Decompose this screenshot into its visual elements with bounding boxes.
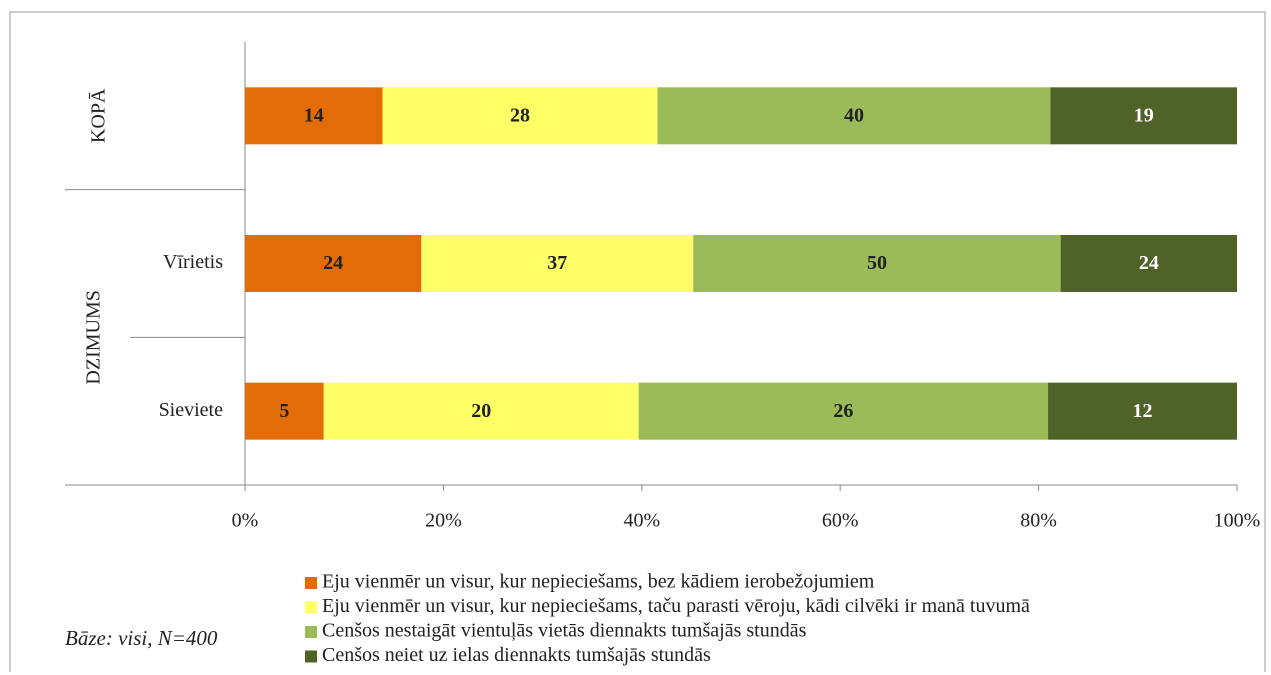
- x-tick-label: 60%: [822, 510, 859, 532]
- y-tick-label: Sieviete: [159, 399, 224, 421]
- annotation: Bāze: visi, N=400: [65, 626, 218, 650]
- legend-swatch: [305, 577, 317, 589]
- bar-segment: [245, 235, 422, 292]
- bar-segment: [657, 87, 1051, 145]
- data-label: 20: [471, 400, 491, 422]
- bar-segment: [245, 87, 383, 145]
- data-label: 5: [279, 400, 289, 422]
- legend-swatch: [305, 626, 317, 638]
- data-label: 28: [510, 104, 530, 126]
- bar-segment: [323, 382, 639, 440]
- data-label: 37: [547, 252, 567, 274]
- data-label: 50: [867, 252, 887, 274]
- legend-swatch: [305, 650, 317, 663]
- data-label: 14: [304, 104, 324, 126]
- group-label: DZIMUMS: [83, 290, 105, 384]
- bar-segment: [1060, 235, 1237, 292]
- legend-label: Eju vienmēr un visur, kur nepieciešams, …: [322, 595, 1030, 617]
- bar-segment: [1050, 87, 1237, 145]
- legend-swatch: [305, 601, 317, 614]
- data-label: 19: [1134, 104, 1154, 126]
- bar-segment: [638, 382, 1049, 440]
- y-tick-label: Vīrietis: [163, 251, 223, 273]
- bar-segment: [245, 382, 324, 440]
- data-label: 40: [844, 104, 864, 126]
- frame: [9, 11, 1266, 672]
- bar-segment: [1048, 382, 1237, 440]
- legend-label: Eju vienmēr un visur, kur nepieciešams, …: [322, 571, 875, 593]
- x-tick-label: 40%: [623, 510, 660, 532]
- bar-segment: [421, 235, 694, 292]
- x-tick-label: 20%: [425, 510, 462, 532]
- bar-segment: [382, 87, 658, 145]
- data-label: 24: [1139, 252, 1159, 274]
- data-label: 26: [833, 400, 853, 422]
- x-tick-label: 80%: [1020, 510, 1057, 532]
- x-tick-label: 0%: [232, 510, 259, 532]
- x-tick-label: 100%: [1214, 510, 1261, 532]
- group-label: KOPĀ: [88, 88, 110, 143]
- bar-segment: [693, 235, 1061, 292]
- legend-label: Cenšos neiet uz ielas diennakts tumšajās…: [322, 644, 711, 666]
- legend-label: Cenšos nestaigāt vientuļās vietās dienna…: [322, 620, 807, 642]
- data-label: 12: [1133, 400, 1153, 422]
- data-label: 24: [323, 252, 343, 274]
